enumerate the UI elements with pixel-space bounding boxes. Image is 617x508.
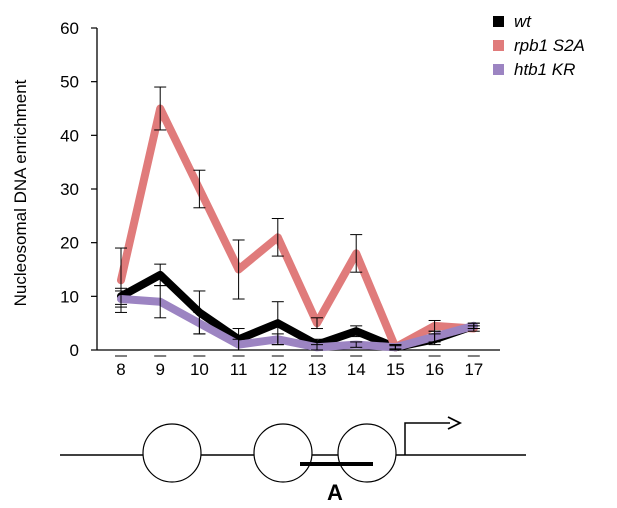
legend-swatch <box>493 64 504 75</box>
y-tick-label: 40 <box>60 126 79 145</box>
x-tick-label: 10 <box>190 360 209 379</box>
error-bar <box>193 169 206 209</box>
error-bar <box>271 333 284 346</box>
x-tick-label: 17 <box>464 360 483 379</box>
y-tick-label: 10 <box>60 287 79 306</box>
error-bar <box>154 86 167 131</box>
x-tick-label: 12 <box>268 360 287 379</box>
transcription-arrow <box>404 422 450 455</box>
legend-label: htb1 KR <box>514 60 575 79</box>
y-tick-label: 50 <box>60 73 79 92</box>
nucleosome-1 <box>142 423 202 483</box>
legend-label: rpb1 S2A <box>514 36 585 55</box>
legend: wt rpb1 S2A htb1 KR <box>493 12 585 79</box>
error-bar <box>232 239 245 300</box>
error-bar <box>428 330 441 343</box>
y-tick-label: 60 <box>60 19 79 38</box>
x-tick-label: 11 <box>230 360 248 379</box>
legend-label: wt <box>514 12 532 31</box>
x-tick-label: 13 <box>308 360 327 379</box>
error-bar <box>311 344 323 351</box>
series-line-2 <box>117 295 478 352</box>
legend-swatch <box>493 40 504 51</box>
transcription-arrow-head <box>447 416 463 430</box>
error-bar <box>350 325 363 338</box>
error-bar <box>350 234 363 273</box>
series-line-1 <box>117 104 478 352</box>
x-tick-label: 15 <box>386 360 405 379</box>
nucleosome-3 <box>337 423 397 483</box>
error-bar <box>232 338 245 351</box>
x-tick-label: 9 <box>155 360 164 379</box>
x-tick-label: 16 <box>425 360 444 379</box>
y-axis-title: Nucleosomal DNA enrichment <box>11 79 30 306</box>
y-tick-label: 20 <box>60 234 79 253</box>
error-bar <box>193 311 206 335</box>
promoter-diagram: A <box>60 416 526 505</box>
error-bar <box>350 341 363 348</box>
error-bar <box>389 345 402 350</box>
error-bar <box>467 322 480 330</box>
error-bar <box>115 290 127 308</box>
nucleosome-2 <box>253 423 313 483</box>
error-bar <box>271 218 284 257</box>
line-chart: Nucleosomal DNA enrichment 0 10 20 30 40 50 60… <box>11 19 500 379</box>
error-bar <box>154 285 167 319</box>
error-bar <box>311 317 323 330</box>
y-tick-label: 30 <box>60 180 79 199</box>
region-label: A <box>327 480 343 505</box>
legend-swatch <box>493 16 504 27</box>
y-tick-label: 0 <box>70 341 79 360</box>
x-tick-label: 8 <box>116 360 125 379</box>
x-tick-label: 14 <box>347 360 366 379</box>
